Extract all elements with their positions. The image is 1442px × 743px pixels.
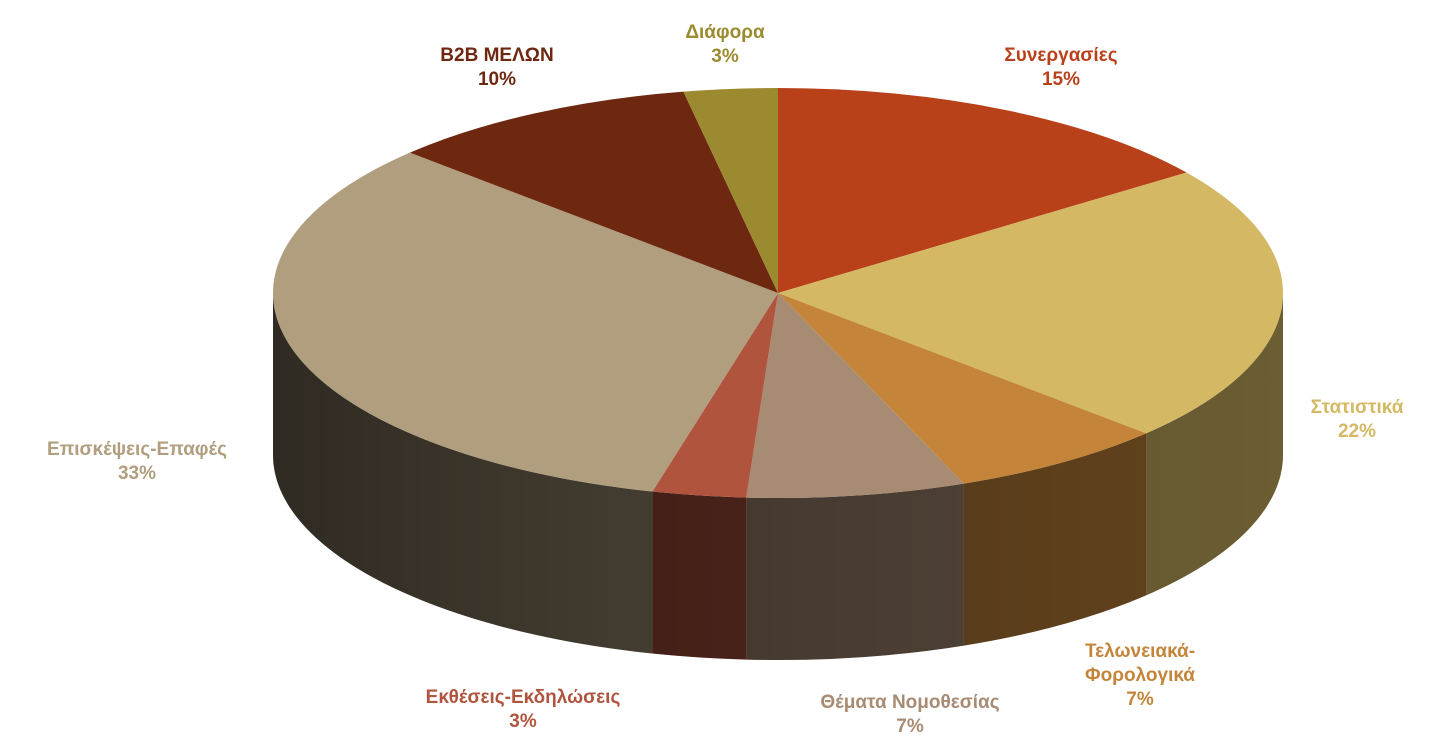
data-label: Εκθέσεις-Εκδηλώσεις 3%	[393, 686, 653, 734]
slice	[683, 88, 778, 293]
data-label: Στατιστικά 22%	[1227, 396, 1442, 444]
label-value: 22%	[1337, 421, 1377, 442]
slice	[652, 293, 778, 498]
label-name: Επισκέψεις-Επαφές	[47, 439, 227, 460]
label-value: 7%	[896, 716, 924, 737]
label-value: 3%	[711, 46, 739, 67]
side-shade	[273, 293, 1283, 660]
label-name: B2B ΜΕΛΩΝ	[440, 45, 554, 66]
data-label: Τελωνειακά-Φορολογικά 7%	[1080, 640, 1200, 712]
slice	[272, 152, 778, 492]
data-label: Επισκέψεις-Επαφές 33%	[7, 438, 267, 486]
label-value: 7%	[1126, 689, 1154, 710]
label-value: 10%	[477, 69, 517, 90]
slice	[778, 293, 1147, 484]
label-value: 15%	[1041, 69, 1081, 90]
label-name: Συνεργασίες	[1004, 45, 1118, 66]
label-name: Στατιστικά	[1310, 397, 1404, 418]
data-label: Θέματα Νομοθεσίας 7%	[780, 691, 1040, 739]
label-name: Διάφορα	[685, 22, 765, 43]
slice	[746, 293, 964, 498]
slice	[778, 172, 1283, 434]
label-value: 33%	[117, 463, 157, 484]
label-name: Τελωνειακά-Φορολογικά	[1084, 641, 1196, 686]
label-value: 3%	[509, 711, 537, 732]
slice	[409, 91, 778, 294]
label-name: Θέματα Νομοθεσίας	[820, 692, 1000, 713]
label-name: Εκθέσεις-Εκδηλώσεις	[425, 687, 621, 708]
data-label: Συνεργασίες 15%	[931, 44, 1191, 92]
data-label: Διάφορα 3%	[595, 21, 855, 69]
data-label: B2B ΜΕΛΩΝ 10%	[367, 44, 627, 92]
slice	[778, 88, 1187, 293]
